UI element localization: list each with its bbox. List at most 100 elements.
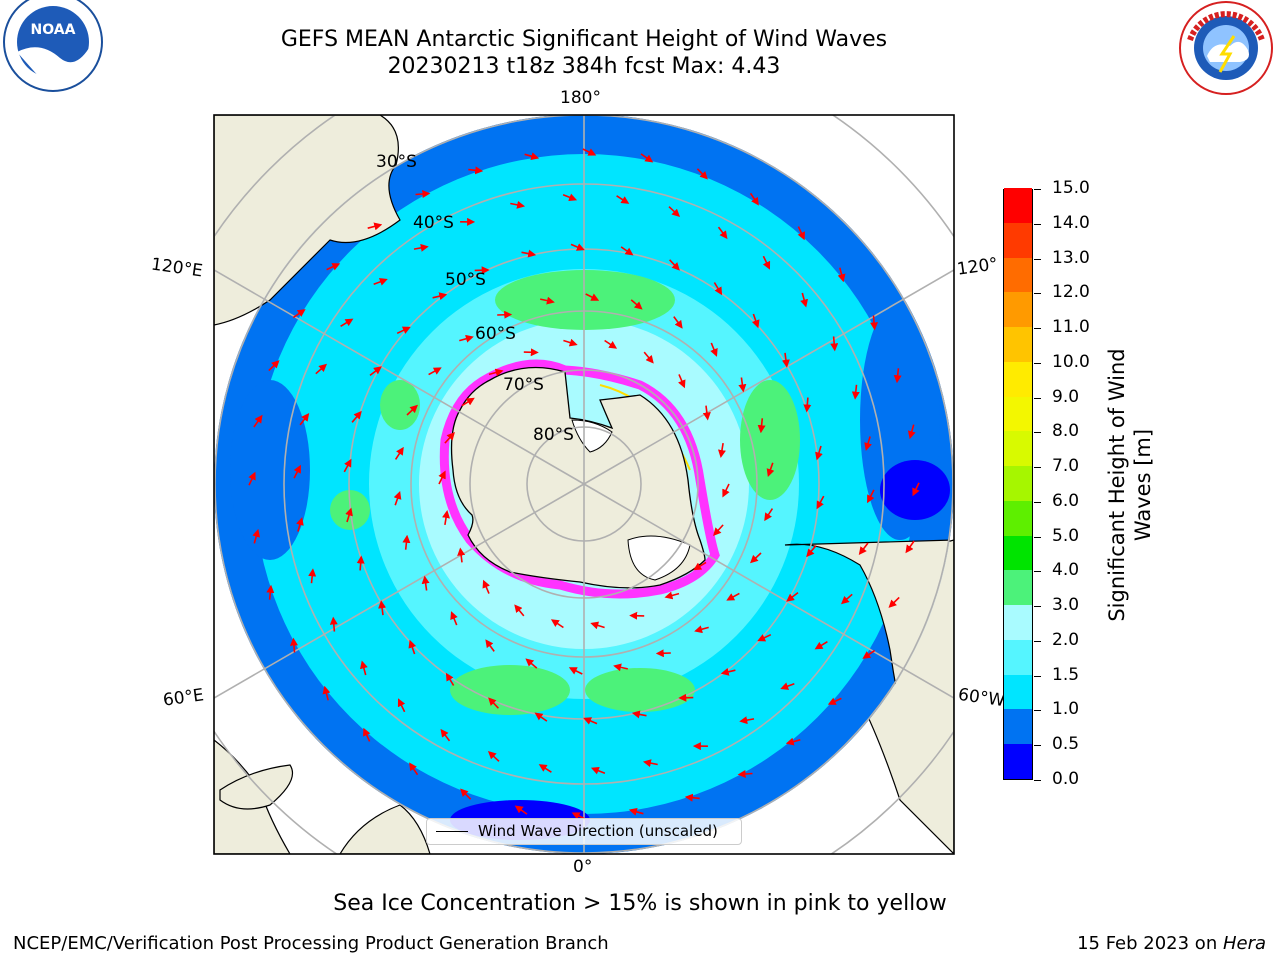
lon-label-0: 0° (573, 857, 593, 877)
colorbar-tick-label: 0.0 (1052, 769, 1080, 789)
colorbar-segment (1004, 674, 1032, 710)
wind-wave-arrow (562, 193, 578, 202)
colorbar-tick (1034, 501, 1041, 503)
wind-wave-arrow (308, 568, 317, 584)
wind-wave-arrow (722, 483, 730, 498)
wind-wave-arrow (363, 727, 371, 742)
wind-wave-arrow (378, 600, 387, 616)
ice-shelf-weddell (627, 535, 691, 581)
wind-wave-arrow (524, 152, 540, 161)
colorbar-tick-label: 2.0 (1052, 629, 1080, 650)
wind-wave-arrow (538, 764, 552, 773)
colorbar-title: Significant Height of Wind Waves [m] (1105, 348, 1155, 622)
wind-wave-arrow (864, 436, 872, 451)
lat-label-30s: 30°S (376, 152, 417, 172)
wind-wave-arrow (292, 309, 306, 319)
wind-wave-arrow (343, 458, 352, 473)
colorbar-segment (1004, 569, 1032, 606)
colorbar-segment (1004, 396, 1032, 432)
wind-wave-arrow (413, 243, 429, 252)
colorbar-tick (1034, 780, 1041, 781)
wind-wave-arrow (408, 639, 417, 655)
nws-logo (1179, 1, 1273, 95)
wind-wave-arrow (751, 313, 760, 329)
wind-wave-arrow (459, 334, 474, 343)
wind-wave-arrow (445, 672, 455, 686)
wind-wave-arrow (409, 762, 419, 776)
wind-wave-arrow (749, 192, 759, 206)
colorbar-tick-label: 8.0 (1052, 421, 1080, 442)
ice-shelf (571, 419, 613, 453)
legend-line-sample (436, 831, 468, 832)
wind-wave-arrow (604, 339, 618, 349)
colorbar-tick (1034, 223, 1041, 225)
wind-wave-arrow (329, 616, 338, 632)
wind-wave-arrow (289, 637, 298, 653)
lat-label-50s: 50°S (445, 270, 486, 290)
wind-wave-arrow (397, 698, 406, 713)
wind-wave-arrow (583, 717, 598, 725)
wind-wave-arrow (340, 318, 354, 327)
wind-wave-arrow (830, 336, 839, 352)
colorbar-tick (1034, 606, 1041, 608)
wind-wave-arrow (510, 200, 526, 209)
wind-wave-arrow (888, 596, 900, 608)
colorbar-tick (1034, 640, 1041, 642)
colorbar-tick-label: 14.0 (1052, 212, 1090, 233)
wind-wave-arrow (739, 716, 755, 725)
wind-wave-arrow (570, 243, 585, 251)
madagascar-land (219, 764, 294, 810)
colorbar-tick (1034, 258, 1041, 260)
colorbar-tick (1034, 536, 1041, 538)
wind-wave-arrow (750, 552, 762, 564)
colorbar-tick-label: 13.0 (1052, 247, 1090, 268)
wind-wave-arrow (468, 166, 484, 175)
wind-wave-arrow (442, 510, 450, 526)
wind-wave-arrow (482, 579, 490, 594)
wind-wave-arrow (550, 619, 564, 629)
wind-wave-arrow (797, 226, 805, 241)
wind-wave-arrow (780, 682, 795, 690)
wind-wave-arrow (815, 445, 823, 461)
wind-wave-arrow (620, 246, 634, 256)
wind-wave-arrow (457, 547, 466, 563)
colorbar-tick-label: 11.0 (1052, 317, 1090, 338)
wind-wave-arrow (718, 442, 726, 458)
colorbar-segment (1004, 326, 1032, 362)
wind-wave-arrow (757, 418, 766, 434)
wind-wave-arrow (393, 491, 402, 506)
wind-wave-arrow (568, 667, 583, 675)
wind-wave-arrow (781, 352, 790, 368)
colorbar-tick (1034, 397, 1041, 399)
wind-wave-arrow (487, 751, 500, 762)
wind-wave-arrow (402, 534, 411, 550)
wind-wave-arrow (266, 584, 275, 600)
wind-wave-arrow (720, 667, 736, 676)
wind-wave-arrow (315, 363, 327, 375)
colorbar-tick (1034, 710, 1041, 712)
wind-wave-arrow (582, 148, 597, 156)
wind-wave-arrow (841, 593, 853, 605)
map-legend: Wind Wave Direction (unscaled) (426, 818, 742, 845)
colorbar-tick (1034, 293, 1041, 295)
colorbar-tick-label: 12.0 (1052, 282, 1090, 303)
wind-wave-arrow (713, 282, 723, 296)
wind-wave-arrow (488, 368, 504, 377)
colorbar-segment (1004, 639, 1032, 675)
wind-wave-arrow (803, 397, 812, 413)
wind-wave-arrow (356, 555, 365, 571)
lat-label-80s: 80°S (533, 425, 574, 445)
wind-wave-arrow (737, 770, 753, 779)
colorbar-tick-label: 1.5 (1052, 664, 1080, 685)
wind-wave-arrow (668, 206, 681, 217)
wind-wave-arrow (345, 507, 353, 523)
colorbar-segment (1004, 500, 1032, 536)
wind-wave-arrow (590, 621, 605, 630)
wind-wave-arrow (406, 404, 418, 416)
colorbar-tick-label: 6.0 (1052, 490, 1080, 511)
wind-wave-arrow (563, 338, 578, 347)
wind-wave-arrow (669, 259, 680, 271)
colorbar-tick-label: 4.0 (1052, 560, 1080, 581)
wind-wave-arrow (757, 633, 772, 642)
chart-subtitle: 20230213 t18z 384h fcst Max: 4.43 (387, 54, 781, 79)
